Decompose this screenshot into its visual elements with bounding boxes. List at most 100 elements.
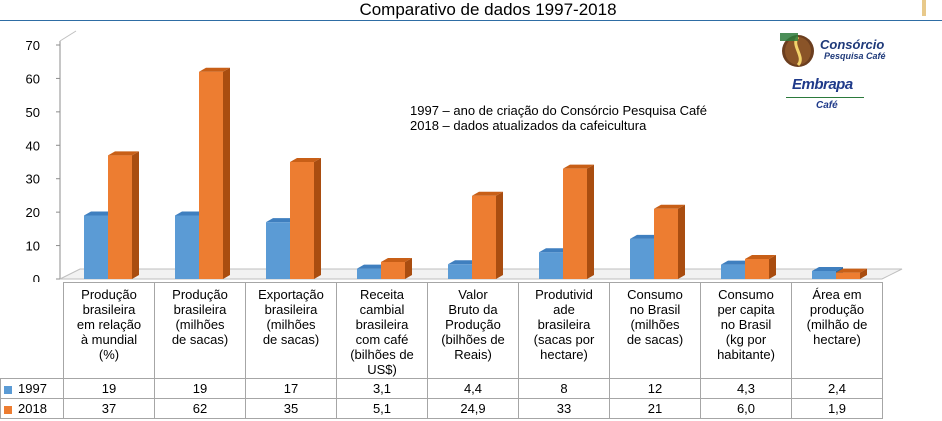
bar-front [630,238,654,279]
bar-front [448,264,472,279]
category-label-line: cambial [359,302,405,317]
category-label-line: (milhões [630,317,680,332]
value-cell-2018: 37 [63,398,155,419]
category-label-line: brasileira [537,317,591,332]
value-cell-1997: 19 [154,378,246,399]
value-cell-2018: 21 [609,398,701,419]
category-label-line: produção [809,302,865,317]
category-label: Produção brasileira (milhões de sacas) [154,282,246,379]
bar-2018 [381,257,412,279]
bar-2018 [290,158,321,279]
category-label-line: no Brasil [720,317,772,332]
category-label-line: de sacas) [262,332,320,347]
embrapa-name: Embrapa [792,76,853,93]
legend-1997: 1997 [0,378,64,399]
embrapa-logo: Embrapa Café [786,76,870,112]
bar-side [132,151,139,279]
bar-2018 [745,254,776,279]
category-label-line: Bruto da [448,302,498,317]
bar-top [836,268,867,273]
category-label: Valor Bruto da Produção (bilhões de Reais) [427,282,519,379]
embrapa-rule [786,97,864,98]
embrapa-subtitle: Café [816,100,838,111]
category-label-line: ade [553,302,575,317]
category-label-line: (sacas por [533,332,595,347]
chart-title: Comparativo de dados 1997-2018 [359,0,617,19]
bar-side [496,191,503,279]
category-label-line: com café [355,332,409,347]
bar-2018 [199,67,230,279]
category-label: Área em produção (milhão de hectare) [791,282,883,379]
category-label: Produtivid ade brasileira (sacas por hectare… [518,282,610,379]
series-row-1997: 1997 19 19 17 3,1 4,4 8 12 4,3 2,4 [0,378,883,399]
bar-front [812,270,836,279]
bar-top [721,260,752,265]
bar-top [472,191,503,196]
bar-top [266,218,297,223]
value-cell-1997: 19 [63,378,155,399]
bar-front [108,155,132,279]
bar-side [860,268,867,279]
category-label-line: Produção [172,287,228,302]
bar-2018 [836,268,867,279]
bar-top [290,158,321,162]
category-label-line: Valor [458,287,488,302]
bar-1997 [539,248,570,279]
bar-front [539,252,563,279]
category-label-line: Produtivid [535,287,593,302]
annotation-line-2018: 2018 – dados atualizados da cafeicultura [410,118,647,133]
y-tick-label: 0 [33,272,40,282]
legend-label-1997: 1997 [18,381,47,396]
category-label-line: no Brasil [629,302,681,317]
category-label-line: Consumo [627,287,683,302]
bar-top [108,151,139,156]
bar-front [745,258,769,279]
category-label-line: de sacas) [626,332,684,347]
bar-top [745,254,776,259]
bar-front [266,222,290,279]
category-label-line: brasileira [82,302,136,317]
consorcio-name: Consórcio [820,37,885,52]
category-label-line: Produção [81,287,137,302]
data-table: Produção brasileira em relação à mundial (%)… [0,282,883,419]
bar-side [314,158,321,279]
category-label-line: (milhões [175,317,225,332]
y-tick-label: 40 [26,138,40,153]
legend-swatch-1997 [4,385,12,394]
annotation: 1997 – ano de criação do Consórcio Pesqu… [410,103,707,133]
bar-top [448,260,479,265]
y-axis: 0 10 20 30 40 50 60 70 [26,30,77,282]
category-label-line: (milhão de [806,317,868,332]
legend-2018: 2018 [0,398,64,419]
category-label-line: Consumo [718,287,774,302]
bar-top [175,211,206,216]
bar-2018 [108,151,139,279]
bar-front [84,215,108,279]
value-cell-2018: 33 [518,398,610,419]
bar-2018 [654,204,685,279]
bar-top [812,266,843,271]
consorcio-logo: Consórcio Pesquisa Café [780,33,900,69]
bar-front [654,208,678,279]
category-label-line: brasileira [173,302,227,317]
annotation-line-1997: 1997 – ano de criação do Consórcio Pesqu… [410,103,708,118]
bar-front [290,162,314,279]
category-label-line: (bilhões de [350,347,414,362]
bar-side [678,204,685,279]
consorcio-subtitle: Pesquisa Café [824,51,886,61]
bar-front [836,272,860,279]
bar-front [472,195,496,279]
series-row-2018: 2018 37 62 35 5,1 24,9 33 21 6,0 1,9 [0,398,883,419]
bar-2018 [472,191,503,279]
value-cell-1997: 8 [518,378,610,399]
bar-side [769,254,776,279]
back-wall-edge [59,30,77,42]
category-label-line: brasileira [264,302,318,317]
category-label-line: Área em [812,287,862,302]
category-label-line: à mundial [80,332,138,347]
y-tick-label: 50 [26,105,40,120]
category-label-line: em relação [76,317,142,332]
category-label-line: Receita [359,287,405,302]
category-label-line: (milhões [266,317,316,332]
bar-top [84,211,115,216]
